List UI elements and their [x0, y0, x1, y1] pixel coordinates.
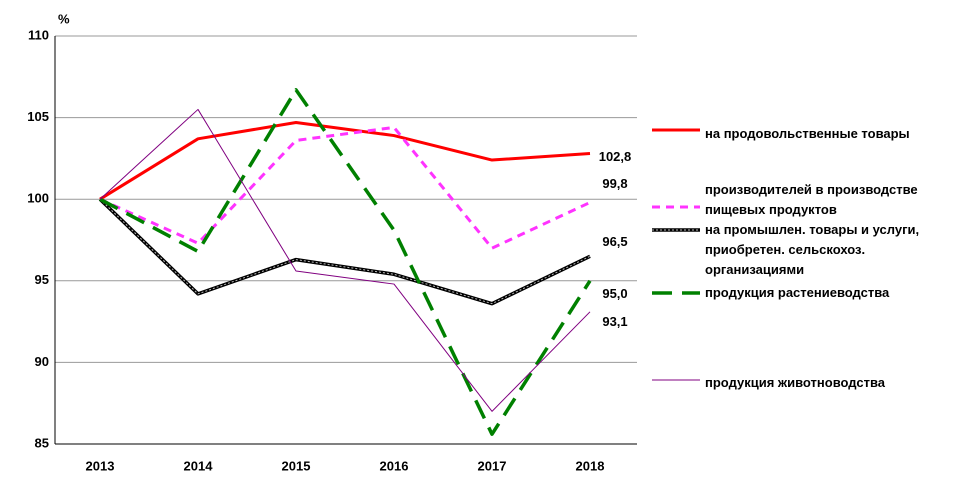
y-tick-label: 100 — [27, 191, 49, 206]
legend-label: продукция животноводства — [705, 375, 886, 390]
y-tick-label: 110 — [28, 27, 49, 42]
legend-label: производителей в производстве пищевых пр… — [705, 182, 918, 217]
y-tick-label: 85 — [35, 435, 49, 450]
series-line — [98, 197, 591, 306]
x-tick-label: 2014 — [184, 458, 214, 473]
value-label: 93,1 — [602, 314, 627, 329]
x-tick-label: 2015 — [282, 458, 311, 473]
y-tick-label: 105 — [27, 109, 49, 124]
value-label: 95,0 — [602, 286, 627, 301]
series-line-inner — [99, 198, 591, 305]
x-tick-label: 2018 — [576, 458, 605, 473]
x-tick-label: 2013 — [86, 458, 115, 473]
y-tick-label: 90 — [35, 354, 49, 369]
value-label: 96,5 — [602, 234, 627, 249]
series-line — [99, 120, 591, 201]
legend-label: на продовольственные товары — [705, 126, 910, 141]
value-label: 99,8 — [602, 176, 627, 191]
series-line — [99, 108, 591, 412]
series-line — [99, 125, 591, 250]
legend-label: на промышлен. товары и услуги, приобрете… — [705, 222, 920, 277]
y-tick-label: 95 — [35, 272, 49, 287]
y-axis-label: % — [58, 11, 70, 26]
x-tick-label: 2017 — [478, 458, 507, 473]
legend-label: продукция растениеводства — [705, 285, 890, 300]
value-label: 102,8 — [599, 149, 632, 164]
series-line — [99, 88, 592, 436]
x-tick-label: 2016 — [380, 458, 409, 473]
